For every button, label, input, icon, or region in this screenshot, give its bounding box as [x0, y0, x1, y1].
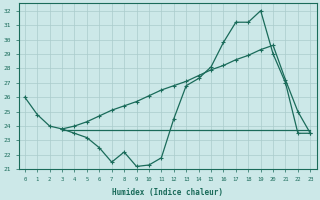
- X-axis label: Humidex (Indice chaleur): Humidex (Indice chaleur): [112, 188, 223, 197]
